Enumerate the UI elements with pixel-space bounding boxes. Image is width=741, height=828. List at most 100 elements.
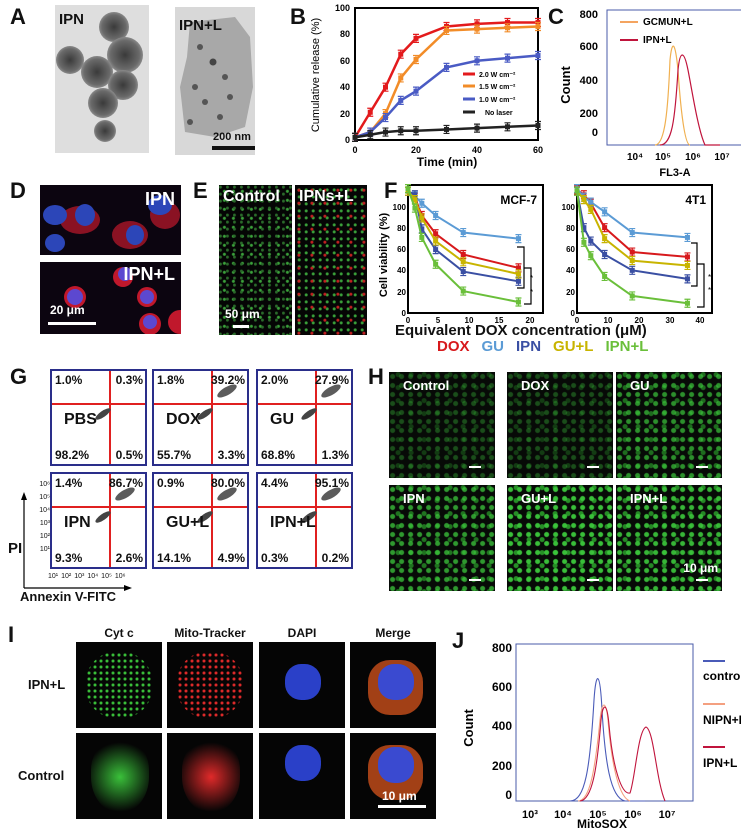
svg-text:0: 0 — [345, 135, 350, 145]
column-header: Cyt c — [104, 626, 134, 640]
cell-fluorescence-icon — [64, 267, 181, 334]
svg-text:40: 40 — [340, 82, 350, 92]
micrograph-h-gu: GU — [616, 372, 722, 478]
tem-image-ipn: IPN — [55, 5, 149, 153]
svg-text:100: 100 — [393, 203, 407, 212]
svg-text:0: 0 — [571, 309, 576, 318]
column-header: Merge — [375, 626, 411, 640]
quadrant-lr: 0.5% — [115, 448, 143, 462]
micrograph-d-ipn-l: IPN+L 20 μm — [40, 262, 181, 334]
micrograph-h-gu-l: GU+L — [507, 485, 613, 591]
svg-text:40: 40 — [696, 316, 705, 325]
scale-bar — [469, 579, 481, 581]
svg-text:200: 200 — [580, 108, 598, 120]
cell-fluorescence-icon — [43, 195, 180, 252]
quadrant-ul: 1.0% — [55, 373, 83, 387]
svg-text:10: 10 — [604, 316, 613, 325]
quadrant-ul: 1.4% — [55, 476, 83, 490]
quadrant-lr: 0.2% — [321, 551, 349, 565]
chart-f-legend: DOX GU IPN GU+L IPN+L — [437, 338, 648, 355]
svg-text:No laser: No laser — [485, 110, 513, 117]
panel-label-b: B — [290, 4, 306, 29]
scale-bar — [469, 466, 481, 468]
micrograph-label: Control — [403, 378, 450, 393]
plot-label: IPN — [64, 514, 91, 531]
micrograph-label-ipn-l: IPN+L — [123, 264, 175, 284]
micrograph-e-ipns-l: IPNs+L — [295, 185, 367, 335]
panel-label-c: C — [548, 4, 564, 29]
svg-text:10⁵: 10⁵ — [655, 152, 671, 163]
svg-text:Cell viability (%): Cell viability (%) — [378, 212, 390, 297]
scale-bar-label: 20 μm — [50, 303, 85, 317]
quadrant-ur: 86.7% — [108, 476, 143, 490]
scale-bar — [587, 466, 599, 468]
svg-text:60: 60 — [533, 145, 543, 155]
micrograph-e-control: Control 50 μm — [219, 185, 292, 335]
svg-text:60: 60 — [340, 56, 350, 66]
svg-text:40: 40 — [397, 266, 406, 275]
quadrant-ul: 4.4% — [261, 476, 289, 490]
svg-text:20: 20 — [635, 316, 644, 325]
micrograph-label: GU+L — [521, 491, 557, 506]
svg-text:15: 15 — [495, 316, 504, 325]
confocal-image — [76, 733, 162, 819]
quadrant-ur: 39.2% — [210, 373, 245, 387]
svg-text:MCF-7: MCF-7 — [500, 193, 537, 207]
scale-bar — [378, 805, 426, 808]
micrograph-label-ipn: IPN — [144, 189, 175, 209]
confocal-image — [259, 642, 345, 728]
svg-text:10⁵: 10⁵ — [589, 809, 606, 821]
micrograph-d-ipn: IPN — [40, 185, 181, 255]
quadrant-ur: 27.9% — [314, 373, 349, 387]
confocal-image — [76, 642, 162, 728]
tem-image-ipn-l: IPN+L 200 nm — [175, 7, 255, 155]
quadrant-ll: 9.3% — [55, 551, 83, 565]
legend-gu-l: GU+L — [553, 338, 594, 355]
svg-text:800: 800 — [580, 9, 598, 21]
svg-text:30: 30 — [666, 316, 675, 325]
quadrant-ur: 95.1% — [314, 476, 349, 490]
confocal-image: 10 μm — [350, 733, 436, 819]
svg-text:0: 0 — [352, 145, 357, 155]
svg-text:20: 20 — [397, 288, 406, 297]
svg-text:IPN+L: IPN+L — [703, 756, 737, 770]
quadrant-lr: 1.3% — [321, 448, 349, 462]
legend-ipn: IPN — [516, 338, 542, 355]
panel-label-d: D — [10, 178, 26, 203]
micrograph-h-dox: DOX — [507, 372, 613, 478]
disrupted-nanoparticle-icon — [180, 17, 253, 137]
row-label: Control — [18, 768, 65, 783]
svg-text:10⁴: 10⁴ — [554, 809, 572, 821]
row-label: IPN+L — [28, 677, 66, 692]
plot-label: IPN+L — [270, 514, 316, 531]
svg-text:10: 10 — [465, 316, 474, 325]
panel-label-e: E — [193, 178, 208, 203]
svg-text:0: 0 — [505, 788, 512, 802]
svg-text:IPN+L: IPN+L — [643, 35, 672, 46]
legend-gu: GU — [481, 338, 505, 355]
svg-text:100: 100 — [335, 3, 350, 13]
svg-text:100: 100 — [562, 203, 576, 212]
svg-text:control: control — [703, 669, 741, 683]
flow-plot-ipn: 1.4% 86.7% 9.3% 2.6% IPN — [50, 472, 147, 569]
scale-bar-label: 50 μm — [225, 307, 260, 321]
svg-text:2.0 W cm⁻²: 2.0 W cm⁻² — [479, 72, 516, 79]
svg-text:*: * — [530, 288, 533, 297]
axis-arrows — [21, 492, 132, 591]
quadrant-ul: 2.0% — [261, 373, 289, 387]
column-header: Mito-Tracker — [174, 626, 246, 640]
nanoparticle-cluster-icon — [56, 12, 143, 142]
svg-text:600: 600 — [492, 680, 512, 694]
column-header: DAPI — [287, 626, 317, 640]
svg-text:5: 5 — [436, 316, 441, 325]
micrograph-label-ipns-l: IPNs+L — [299, 188, 354, 205]
flow-plot-pbs: 1.0% 0.3% 98.2% 0.5% PBS — [50, 369, 147, 466]
svg-text:10⁷: 10⁷ — [659, 809, 676, 821]
flow-plot-gu-l: 0.9% 80.0% 14.1% 4.9% GU+L — [152, 472, 249, 569]
g-y-ticks: 10⁶ 10⁵ 10⁴ 10³ 10² 10¹ — [39, 481, 50, 553]
flow-plot-ipn-l: 4.4% 95.1% 0.3% 0.2% IPN+L — [256, 472, 353, 569]
svg-text:60: 60 — [397, 245, 406, 254]
scale-bar — [48, 322, 96, 325]
micrograph-h-ipn-l: IPN+L 10 μm — [616, 485, 722, 591]
